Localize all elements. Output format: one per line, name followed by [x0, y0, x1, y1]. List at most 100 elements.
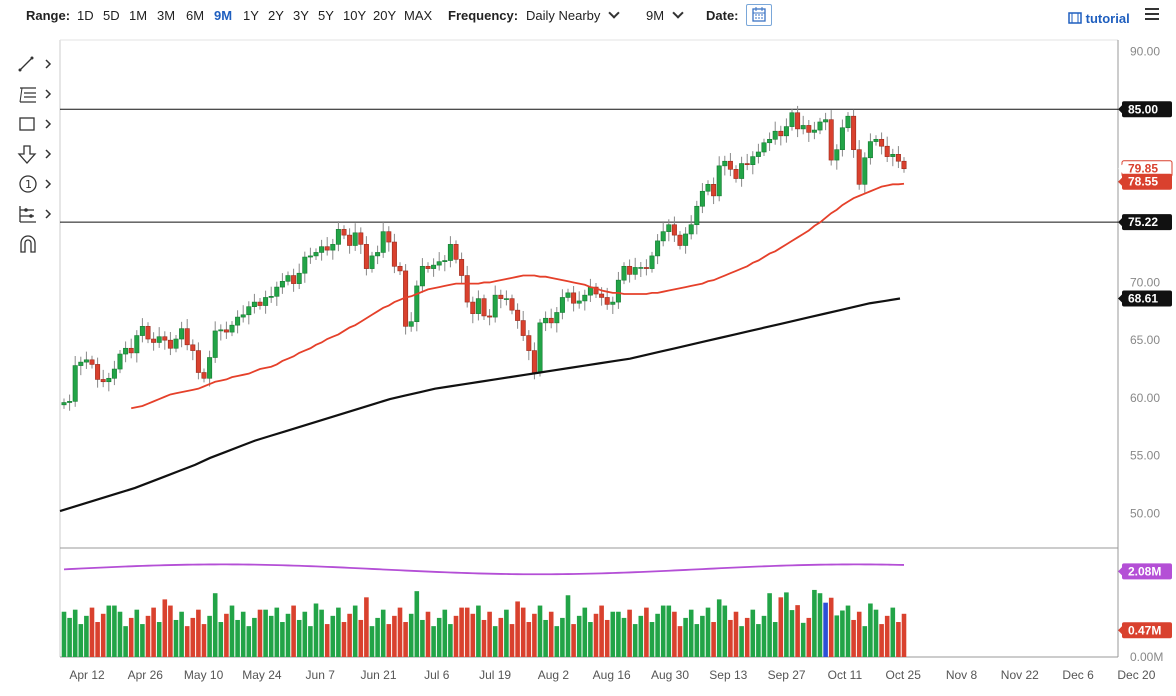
frequency-select[interactable]: Daily Nearby: [526, 7, 621, 23]
date-label: Date:: [706, 8, 739, 23]
volume-bar: [229, 605, 235, 657]
volume-bar: [420, 619, 425, 657]
range-button-1d[interactable]: 1D: [77, 8, 94, 23]
range-button-5y[interactable]: 5Y: [318, 8, 334, 23]
range-button-10y[interactable]: 10Y: [343, 8, 367, 23]
range-button-3y[interactable]: 3Y: [293, 8, 309, 23]
volume-bar: [750, 609, 756, 657]
volume-bar: [140, 624, 145, 657]
candle-body: [649, 255, 655, 269]
candle-body: [111, 368, 117, 379]
volume-average-line: [63, 563, 905, 576]
volume-bar: [576, 615, 582, 657]
volume-bar: [509, 624, 515, 657]
range-button-max[interactable]: MAX: [404, 8, 433, 23]
volume-bar: [179, 611, 184, 657]
candle-body: [884, 145, 890, 157]
volume-bar: [812, 589, 817, 657]
volume-bar: [632, 624, 638, 657]
volume-bar: [823, 602, 828, 657]
candle-body: [190, 344, 196, 351]
volume-bar: [341, 622, 347, 657]
volume-bar: [610, 611, 616, 657]
number-tool-icon[interactable]: 1: [14, 172, 54, 196]
volume-bar: [235, 619, 240, 657]
volume-bar: [504, 609, 509, 657]
line-tool-icon[interactable]: [14, 52, 54, 76]
volume-bar: [268, 615, 274, 657]
volume-bar: [621, 617, 627, 657]
candle-body: [419, 265, 425, 287]
candle-body: [520, 320, 526, 336]
volume-bar: [336, 607, 341, 657]
menu-icon[interactable]: [1145, 8, 1159, 20]
candle-body: [671, 224, 677, 236]
volume-bar: [537, 605, 543, 657]
volume-bar: [492, 626, 498, 657]
film-icon: [1068, 12, 1082, 24]
arrow-down-tool-icon[interactable]: [14, 142, 54, 166]
volume-bar: [828, 597, 834, 657]
magnet-icon[interactable]: [14, 232, 54, 256]
tag-upper-line-arrow: [1118, 104, 1123, 115]
candle-body: [481, 298, 487, 317]
volume-bar: [856, 611, 862, 657]
volume-bar: [162, 599, 168, 657]
range-button-9m[interactable]: 9M: [214, 8, 233, 23]
x-tick-label: Oct 25: [886, 668, 922, 682]
candle-body: [78, 361, 84, 366]
rectangle-tool-icon[interactable]: [14, 112, 54, 136]
range-button-6m[interactable]: 6M: [186, 8, 205, 23]
volume-bar: [358, 619, 364, 657]
volume-bar: [705, 607, 711, 657]
volume-bar: [240, 611, 246, 657]
candle-body: [565, 292, 571, 298]
tag-ma200-bg: [1122, 290, 1172, 307]
candle-body: [711, 184, 717, 197]
volume-bar: [436, 617, 442, 657]
measure-tool-icon[interactable]: [14, 202, 54, 226]
tutorial-link[interactable]: tutorial: [1068, 11, 1130, 26]
range-button-5d[interactable]: 5D: [103, 8, 120, 23]
volume-bar: [868, 603, 873, 657]
candle-body: [397, 265, 403, 272]
candle-body: [677, 234, 683, 246]
volume-bar: [896, 622, 901, 657]
volume-bar: [168, 605, 173, 657]
candle-body: [571, 292, 577, 304]
toolbar: Range: 1D 5D 1M 3M 6M 9M 1Y 2Y 3Y 5Y 10Y 20Y MAX Fre…: [0, 0, 1176, 34]
period-select[interactable]: 9M: [646, 7, 684, 23]
x-tick-label: Aug 2: [538, 668, 570, 682]
volume-bar: [756, 624, 761, 657]
range-button-1y[interactable]: 1Y: [243, 8, 259, 23]
calendar-button[interactable]: [746, 4, 772, 26]
volume-bar: [554, 626, 560, 657]
range-button-3m[interactable]: 3M: [157, 8, 176, 23]
candle-body: [834, 149, 840, 161]
candle-body: [604, 297, 610, 305]
candle-body: [330, 244, 336, 251]
volume-bar: [744, 617, 750, 657]
volume-bar: [425, 611, 431, 657]
candle-body: [240, 314, 246, 318]
volume-bar: [128, 617, 134, 657]
candle-body: [358, 232, 364, 245]
candle-body: [285, 275, 291, 282]
range-button-2y[interactable]: 2Y: [268, 8, 284, 23]
volume-bar: [660, 605, 666, 657]
fib-tool-icon[interactable]: [14, 82, 54, 106]
volume-bar: [403, 622, 408, 657]
volume-bar: [683, 617, 688, 657]
candle-body: [632, 267, 638, 275]
range-button-20y[interactable]: 20Y: [373, 8, 397, 23]
candle-body: [195, 350, 201, 373]
range-button-1m[interactable]: 1M: [129, 8, 148, 23]
y-tick-label: 65.00: [1130, 333, 1160, 347]
volume-bar: [280, 622, 285, 657]
volume-bar: [72, 609, 78, 657]
candle-body: [268, 296, 274, 298]
tag-ma50: 78.55: [1128, 175, 1158, 189]
volume-bar: [448, 624, 453, 657]
volume-bar: [616, 611, 621, 657]
